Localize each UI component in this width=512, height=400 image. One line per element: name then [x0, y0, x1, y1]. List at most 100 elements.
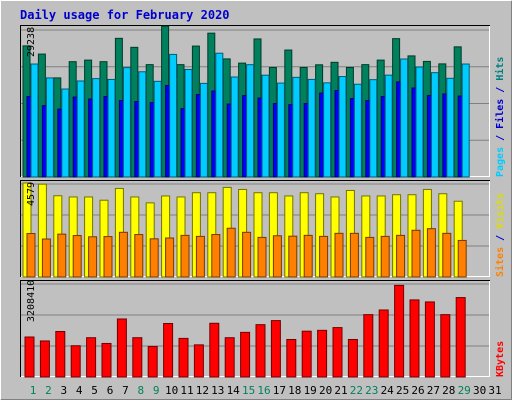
pages-bar-day-9 [153, 80, 162, 178]
pages-files-hits-panel: 29238 Pages / Files / Hits [20, 25, 506, 178]
kbytes-bar-day-26 [409, 299, 420, 378]
sites-bar-day-5 [88, 236, 98, 278]
sites-bar-day-23 [365, 236, 375, 278]
kbytes-panel-frame-dark [20, 280, 490, 377]
pages-panel-frame-dark [20, 25, 490, 177]
pages-bar-day-14 [230, 76, 239, 178]
x-tick-day-3: 3 [60, 384, 67, 397]
sites-bar-day-14 [226, 227, 236, 278]
x-tick-day-4: 4 [76, 384, 83, 397]
sites-bar-day-2 [41, 238, 51, 278]
x-tick-day-28: 28 [442, 384, 455, 397]
pages-files-hits-axis-label: Pages / Files / Hits [494, 57, 506, 177]
sites-visits-panel: 4579 Sites / Visits [20, 180, 506, 278]
sites-bar-day-12 [195, 235, 205, 278]
pages-panel-max-label: 29238 [26, 27, 37, 57]
x-tick-day-12: 12 [196, 384, 209, 397]
kbytes-bar-day-3 [55, 330, 66, 378]
x-tick-day-14: 14 [227, 384, 241, 397]
x-tick-day-17: 17 [273, 384, 286, 397]
sites-bar-day-19 [303, 234, 313, 278]
pages-bar-day-10 [169, 53, 178, 178]
x-tick-day-1: 1 [30, 384, 37, 397]
sites-bar-day-26 [411, 229, 421, 278]
x-tick-day-5: 5 [91, 384, 98, 397]
pages-bar-day-5 [92, 78, 101, 178]
kbytes-bar-day-14 [224, 337, 235, 378]
kbytes-bar-day-17 [270, 320, 281, 378]
pages-files-hits-axis-label-part-2: Files [494, 99, 506, 129]
x-tick-day-27: 27 [427, 384, 440, 397]
kbytes-bar-day-28 [440, 314, 451, 378]
kbytes-axis-label: KBytes [495, 341, 506, 377]
pages-bar-day-11 [184, 68, 193, 178]
pages-bar-day-2 [45, 77, 54, 178]
kbytes-bar-day-8 [132, 337, 143, 378]
sites-bar-day-7 [118, 231, 128, 278]
kbytes-bar-day-15 [240, 331, 251, 378]
sites-bar-day-13 [211, 234, 221, 278]
sites-bar-day-22 [349, 232, 359, 278]
x-tick-day-20: 20 [319, 384, 332, 397]
pages-bar-day-1 [30, 63, 39, 178]
pages-bar-day-28 [446, 77, 455, 178]
sites-bar-day-9 [149, 238, 159, 278]
sites-panel-frame-dark [20, 180, 490, 277]
x-tick-day-15: 15 [242, 384, 255, 397]
x-tick-day-24: 24 [381, 384, 395, 397]
sites-bar-day-24 [380, 235, 390, 278]
pages-bar-day-3 [61, 88, 70, 178]
kbytes-bar-day-25 [394, 284, 405, 378]
sites-bar-day-10 [165, 237, 175, 278]
pages-bar-day-15 [246, 64, 255, 178]
kbytes-bar-day-29 [455, 297, 466, 378]
pages-files-hits-axis-label-part-1: / [495, 129, 506, 147]
chart-title: Daily usage for February 2020 [20, 8, 230, 22]
pages-bar-day-6 [107, 78, 116, 178]
x-tick-day-18: 18 [288, 384, 301, 397]
x-tick-day-30: 30 [473, 384, 486, 397]
x-tick-day-13: 13 [211, 384, 224, 397]
sites-visits-axis-label-part-1: / [495, 229, 506, 247]
sites-bar-day-15 [242, 231, 252, 278]
kbytes-bar-day-1 [24, 336, 35, 378]
sites-bar-day-8 [134, 234, 144, 278]
pages-files-hits-axis-label-part-0: Pages [495, 147, 506, 177]
x-tick-day-19: 19 [304, 384, 317, 397]
pages-bar-day-12 [199, 82, 208, 178]
kbytes-bar-day-16 [255, 324, 266, 378]
sites-bar-day-20 [319, 235, 329, 278]
sites-bar-day-1 [26, 233, 36, 278]
x-tick-day-23: 23 [365, 384, 378, 397]
kbytes-bar-day-10 [163, 322, 174, 378]
pages-bar-day-18 [292, 76, 301, 178]
kbytes-bar-day-24 [378, 309, 389, 378]
sites-bar-day-3 [57, 233, 67, 278]
sites-visits-axis-label-part-2: Visits [494, 193, 506, 229]
pages-bar-day-17 [276, 82, 285, 178]
x-tick-day-26: 26 [411, 384, 424, 397]
kbytes-panel-max-label: 3208410 [26, 280, 37, 322]
pages-bar-day-29 [461, 63, 470, 178]
kbytes-axis-label-part-0: KBytes [495, 341, 506, 377]
pages-bar-day-19 [307, 78, 316, 178]
kbytes-bar-day-23 [363, 314, 374, 378]
pages-bar-day-4 [76, 80, 85, 178]
kbytes-bar-day-12 [193, 344, 204, 378]
x-tick-day-22: 22 [350, 384, 363, 397]
x-tick-day-2: 2 [45, 384, 52, 397]
sites-bar-day-18 [288, 235, 298, 278]
sites-bar-day-27 [426, 228, 436, 278]
sites-bar-day-21 [334, 232, 344, 278]
pages-bar-day-22 [353, 83, 362, 178]
pages-files-hits-axis-label-part-3: / [495, 81, 506, 99]
x-axis-day-labels: 1 2 3 4 5 6 7 8 9 10 11 12 13 14 15 16 17 18 19 20 21 22 23 24 2… [30, 384, 502, 397]
pages-files-hits-axis-label-part-4: Hits [494, 57, 506, 81]
sites-panel-max-label: 4579 [26, 182, 37, 206]
sites-bar-day-4 [72, 235, 82, 278]
pages-bar-day-21 [338, 76, 347, 178]
pages-bar-day-7 [122, 67, 131, 178]
sites-visits-axis-label: Sites / Visits [494, 193, 506, 277]
